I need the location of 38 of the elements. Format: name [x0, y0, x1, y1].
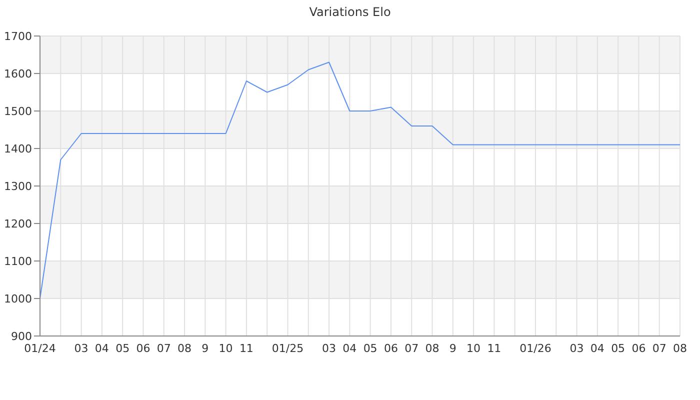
chart-title: Variations Elo: [308, 4, 392, 21]
x-tick-label: 05: [611, 342, 626, 355]
x-tick-label: 05: [116, 342, 130, 355]
x-tick-label: 03: [570, 342, 584, 355]
x-tick-label: 9: [202, 342, 209, 355]
y-tick-label: 1500: [4, 104, 32, 118]
y-tick-label: 1700: [4, 30, 32, 43]
y-tick-label: 900: [11, 330, 32, 343]
x-tick-label: 03: [322, 342, 336, 355]
x-tick-label: 07: [156, 342, 171, 355]
x-tick-label: 04: [94, 342, 109, 355]
x-tick-label: 06: [384, 342, 398, 355]
x-tick-label: 06: [136, 342, 150, 355]
x-tick-label: 01/26: [520, 342, 552, 355]
x-tick-label: 07: [652, 342, 666, 355]
x-tick-label: 01/24: [24, 342, 56, 355]
y-tick-label: 1600: [4, 67, 32, 80]
x-tick-label: 07: [404, 342, 419, 355]
x-tick-label: 11: [239, 342, 254, 355]
x-tick-label: 08: [673, 342, 687, 355]
y-tick-label: 1300: [4, 180, 32, 193]
x-tick-label: 01/25: [272, 342, 304, 355]
x-tick-label: 04: [590, 342, 604, 355]
x-tick-label: 06: [632, 342, 646, 355]
x-tick-label: 05: [363, 342, 378, 355]
x-tick-label: 08: [425, 342, 440, 355]
y-tick-label: 1200: [4, 217, 32, 230]
line-series: [40, 62, 680, 299]
x-tick-label: 04: [342, 342, 357, 355]
x-tick-label: 11: [487, 342, 502, 355]
x-tick-label: 10: [466, 342, 481, 355]
x-tick-label: 03: [74, 342, 88, 355]
x-tick-label: 10: [218, 342, 233, 355]
x-tick-label: 9: [449, 342, 456, 355]
y-tick-label: 1000: [4, 292, 32, 306]
y-tick-label: 1400: [4, 142, 32, 156]
x-tick-label: 08: [178, 342, 192, 355]
y-tick-label: 1100: [4, 254, 32, 268]
